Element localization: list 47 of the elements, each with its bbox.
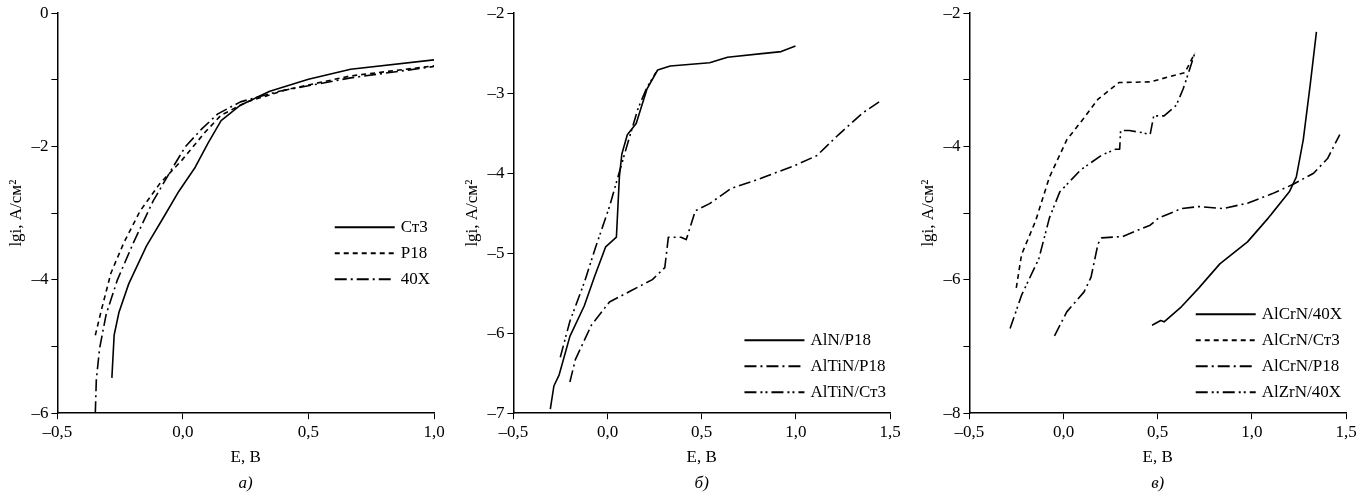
- legend-label: AlCrN/40X: [1261, 303, 1342, 323]
- x-tick-label: 0,0: [596, 421, 619, 441]
- legend-label: AlTiN/P18: [810, 355, 886, 375]
- x-tick-label: 0,5: [1147, 421, 1169, 441]
- x-tick-label: 0,0: [172, 421, 194, 441]
- y-tick-label: –2: [30, 136, 49, 155]
- x-tick-label: 0,5: [691, 421, 713, 441]
- y-axis-title: lgi, А/см²: [461, 179, 481, 247]
- x-tick-label: 0,5: [297, 421, 320, 441]
- legend-label: Ст3: [400, 216, 428, 236]
- y-tick-label: –4: [30, 269, 49, 289]
- legend-label: Р18: [400, 242, 428, 262]
- x-tick-label: 1,5: [1335, 421, 1357, 441]
- y-tick-label: –4: [942, 136, 961, 155]
- x-axis-title: E, В: [686, 447, 717, 467]
- legend-label: 40Х: [400, 268, 430, 288]
- y-tick-label: –2: [942, 2, 961, 22]
- x-tick-label: 1,0: [1241, 421, 1263, 441]
- y-tick-label: –3: [486, 82, 505, 102]
- y-tick-label: –8: [942, 402, 961, 422]
- text: б): [694, 472, 710, 492]
- x-tick-label: 0,0: [1052, 421, 1075, 441]
- x-tick-label: –0,5: [497, 421, 529, 441]
- x-tick-label: 1,5: [879, 421, 901, 441]
- x-tick-label: –0,5: [953, 421, 985, 441]
- y-tick-label: 0: [39, 2, 49, 22]
- y-tick-label: –6: [942, 269, 961, 289]
- y-tick-label: –7: [486, 402, 505, 422]
- y-tick-label: –5: [486, 242, 505, 262]
- y-tick-label: –2: [486, 2, 505, 22]
- legend-label: AlTiN/Ст3: [810, 381, 887, 401]
- y-axis-title: lgi, А/см²: [5, 179, 25, 247]
- legend-label: AlCrN/Ст3: [1261, 329, 1340, 349]
- legend-label: AlZrN/40X: [1261, 381, 1342, 401]
- text: в): [1151, 472, 1165, 492]
- x-axis-title: E, В: [1142, 447, 1173, 467]
- y-tick-label: –6: [486, 322, 505, 342]
- x-tick-label: –0,5: [41, 421, 73, 441]
- legend-label: AlN/P18: [810, 329, 871, 349]
- x-axis-title: E, В: [230, 447, 261, 467]
- y-tick-label: –6: [30, 402, 49, 422]
- text: а): [238, 472, 254, 492]
- x-tick-label: 1,0: [423, 421, 445, 441]
- x-tick-label: 1,0: [785, 421, 807, 441]
- legend-label: AlCrN/P18: [1261, 355, 1340, 375]
- y-axis-title: lgi, А/см²: [917, 179, 937, 247]
- y-tick-label: –4: [486, 162, 505, 182]
